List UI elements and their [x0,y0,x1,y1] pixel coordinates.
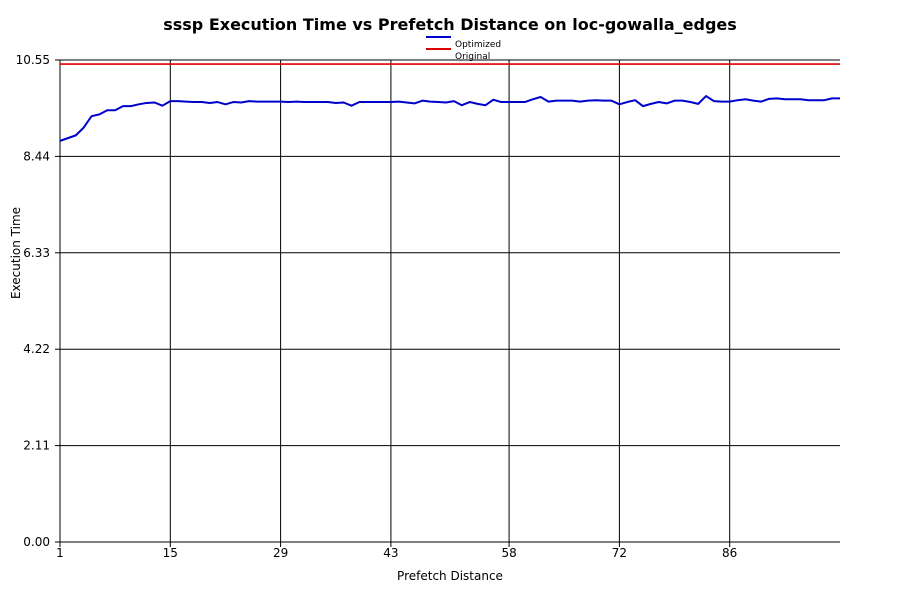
series-line-optimized [59,95,840,142]
x-tick-label: 86 [722,546,737,560]
legend-label-optimized: Optimized [455,40,501,50]
x-tick-label: 15 [163,546,178,560]
x-tick-label: 29 [273,546,288,560]
x-axis-label: Prefetch Distance [397,569,503,583]
x-tick-label: 43 [383,546,398,560]
grid [59,59,840,543]
axes [59,60,840,543]
y-tick-label: 4.22 [23,342,50,356]
x-tick-label: 58 [501,546,516,560]
y-axis-label: Execution Time [9,207,23,299]
y-axis-ticks: 0.00 2.11 4.22 6.33 8.44 10.55 [16,53,60,549]
y-tick-label: 0.00 [23,535,50,549]
legend: Optimized Original [426,36,501,62]
y-tick-label: 8.44 [23,149,50,163]
y-tick-label: 2.11 [23,439,50,453]
x-tick-label: 1 [56,546,64,560]
legend-label-original: Original [455,52,490,62]
x-tick-label: 72 [612,546,627,560]
x-axis-ticks: 1 15 29 43 58 72 86 [56,542,737,560]
chart-title: sssp Execution Time vs Prefetch Distance… [163,15,737,34]
y-tick-label: 6.33 [23,246,50,260]
series-group [59,63,840,142]
y-tick-label: 10.55 [16,53,50,67]
